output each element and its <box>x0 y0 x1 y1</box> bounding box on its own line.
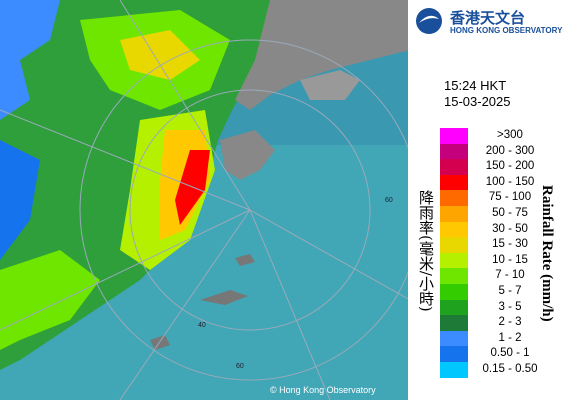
legend-title-en: Rainfall Rate (mm/h) <box>539 185 555 322</box>
legend-swatch <box>440 362 468 378</box>
ring-label: 60 <box>385 197 393 204</box>
legend-label: 7 - 10 <box>495 269 525 282</box>
range-ring <box>79 39 410 381</box>
legend-swatch <box>440 159 468 175</box>
rain-moderate <box>0 250 100 350</box>
legend-swatch <box>440 268 468 284</box>
legend-swatch <box>440 299 468 316</box>
legend-swatch <box>440 174 468 191</box>
rain-moderate <box>120 30 200 80</box>
logo-cn: 香港天文台 <box>450 10 526 27</box>
legend-label: 150 - 200 <box>485 160 535 173</box>
date: 15-03-2025 <box>444 94 511 109</box>
radial <box>0 209 251 331</box>
legend-label: 3 - 5 <box>498 300 522 313</box>
legend-label: 75 - 100 <box>488 191 532 204</box>
land-gray <box>235 0 410 110</box>
legend-swatch <box>440 206 468 222</box>
island <box>150 335 170 350</box>
legend-swatch <box>440 330 468 347</box>
logo-mark <box>416 8 442 34</box>
legend-label: 5 - 7 <box>498 285 522 297</box>
legend-label: 1 - 2 <box>498 331 522 344</box>
legend-label: 30 - 50 <box>492 222 528 235</box>
legend-label: 100 - 150 <box>485 175 535 188</box>
legend-swatch <box>440 221 468 238</box>
logo-swirl <box>419 15 439 23</box>
time: 15:24 HKT <box>444 78 507 93</box>
radial <box>249 209 331 400</box>
legend-label: 200 - 300 <box>485 144 535 157</box>
legend-label: 50 - 75 <box>492 207 528 219</box>
legend-label: 0.15 - 0.50 <box>482 363 538 375</box>
radial <box>249 209 410 301</box>
logo-en: HONG KONG OBSERVATORY <box>450 26 563 35</box>
legend-label: 10 - 15 <box>492 253 528 266</box>
rain-light <box>0 140 40 260</box>
range-ring <box>129 89 371 331</box>
legend-panel: 香港天文台 HONG KONG OBSERVATORY 15:24 HKT 15… <box>408 0 577 400</box>
legend-swatch <box>440 346 468 362</box>
radar-map: 60 40 60 © Hong Kong Observatory <box>0 0 410 400</box>
ring-label: 40 <box>198 322 206 329</box>
legend-swatch <box>440 143 468 160</box>
legend-swatch <box>440 315 468 331</box>
radial <box>119 0 251 211</box>
legend-label: 2 - 3 <box>498 316 522 329</box>
legend-swatch <box>440 284 468 300</box>
island <box>235 254 255 266</box>
legend-label: >300 <box>497 129 523 141</box>
legend-swatch <box>440 252 468 269</box>
logo <box>416 8 442 34</box>
legend-label: 0.50 - 1 <box>490 347 530 360</box>
radial <box>0 109 251 211</box>
legend-label: 15 - 30 <box>492 238 528 251</box>
legend-swatch <box>440 128 468 144</box>
legend-swatch <box>440 237 468 253</box>
radial <box>119 209 251 400</box>
copyright: © Hong Kong Observatory <box>270 385 376 395</box>
legend-title-cn: 降雨率(毫米/小時) <box>417 190 435 312</box>
land-gray <box>300 70 360 100</box>
legend-swatch <box>440 190 468 206</box>
land-gray <box>220 130 275 180</box>
island <box>200 290 248 305</box>
range-rings <box>0 0 410 400</box>
ring-label: 60 <box>236 363 244 370</box>
rain-light <box>0 0 60 120</box>
